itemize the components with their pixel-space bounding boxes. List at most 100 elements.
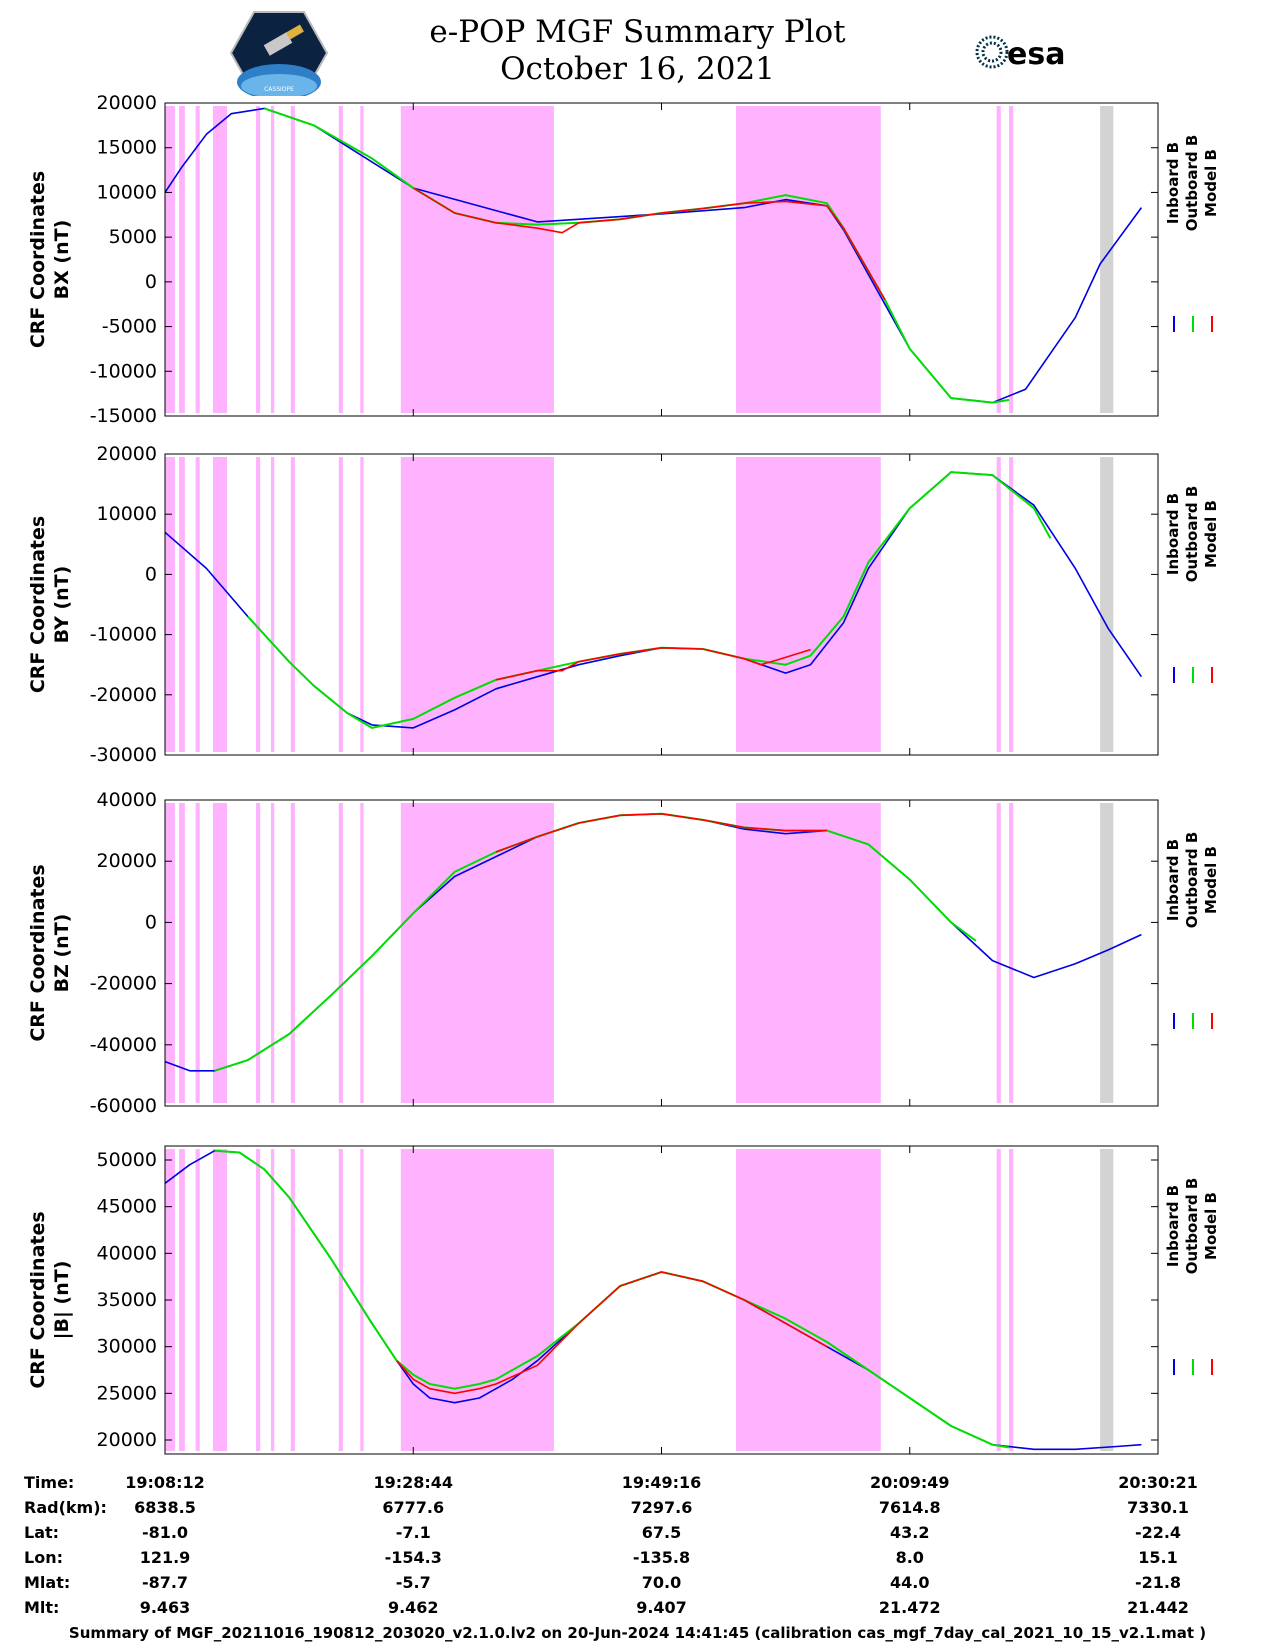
y-axis-label: BX (nT)	[51, 220, 73, 300]
shaded-interval	[735, 457, 881, 752]
shaded-interval	[996, 1149, 1001, 1451]
info-cell: 70.0	[642, 1573, 681, 1592]
cassiope-logo-text: CASSIOPE	[264, 86, 294, 93]
shaded-interval	[360, 106, 364, 413]
legend-label: Outboard B	[1183, 1178, 1201, 1275]
panel-1: 20000 15000 10000 5000 0 -5000 -10000 -15000 CRF…	[27, 92, 1220, 427]
shaded-interval	[212, 1149, 228, 1451]
shaded-interval	[195, 457, 200, 752]
info-row-label: Time:	[24, 1473, 74, 1492]
info-cell: 7330.1	[1127, 1498, 1189, 1517]
y-tick-label: -10000	[90, 360, 157, 382]
series-line-outboard	[247, 471, 1052, 729]
shaded-interval	[1009, 457, 1014, 752]
panel-4: 50000 45000 40000 35000 30000 25000 20000 CRF C…	[27, 1145, 1220, 1455]
shaded-interval	[165, 106, 175, 413]
shaded-interval	[165, 803, 175, 1103]
legend-label: Inboard B	[1164, 839, 1182, 921]
y-tick-label: -15000	[90, 405, 157, 427]
y-tick-label: 50000	[97, 1149, 157, 1171]
y-axis-label: CRF Coordinates	[27, 1211, 49, 1388]
shaded-interval	[270, 106, 275, 413]
info-cell: -5.7	[396, 1573, 431, 1592]
shaded-interval	[338, 1149, 343, 1451]
y-tick-label: 0	[145, 563, 157, 585]
series-line-outboard	[263, 107, 1010, 404]
panel-2: 20000 10000 0 -10000 -20000 -30000 CRF Coordin…	[27, 443, 1220, 766]
info-cell: -135.8	[633, 1548, 690, 1567]
shaded-interval	[290, 803, 295, 1103]
shaded-interval	[338, 106, 343, 413]
y-axis-label: CRF Coordinates	[27, 864, 49, 1041]
y-tick-label: 15000	[97, 137, 157, 159]
shaded-interval	[179, 457, 185, 752]
shaded-interval-gray	[1100, 803, 1114, 1103]
shaded-interval	[179, 803, 185, 1103]
info-row-label: Mlat:	[24, 1573, 70, 1592]
y-tick-label: -40000	[90, 1034, 157, 1056]
chart-title-line1: e-POP MGF Summary Plot	[429, 14, 846, 50]
shaded-interval-gray	[1100, 106, 1114, 413]
series-line-inboard	[164, 107, 1143, 404]
y-axis-label: CRF Coordinates	[27, 171, 49, 348]
info-cell: 44.0	[890, 1573, 929, 1592]
time-tick-label: 19:49:16	[622, 1473, 702, 1492]
info-row-label: Lon:	[24, 1548, 63, 1567]
info-cell: -22.4	[1135, 1523, 1181, 1542]
shaded-interval	[360, 803, 364, 1103]
info-cell: 67.5	[642, 1523, 681, 1542]
legend-label: Outboard B	[1183, 135, 1201, 232]
shaded-interval	[400, 106, 554, 413]
y-tick-label: 5000	[109, 226, 157, 248]
series-line-inboard	[164, 812, 1142, 1072]
legend-label: Model B	[1202, 1192, 1220, 1260]
y-axis-label: BZ (nT)	[51, 914, 73, 993]
shaded-interval	[996, 106, 1001, 413]
info-cell: 43.2	[890, 1523, 929, 1542]
info-cell: 7614.8	[879, 1498, 941, 1517]
shaded-interval	[256, 803, 261, 1103]
shaded-interval	[996, 457, 1001, 752]
shaded-interval	[256, 1149, 261, 1451]
y-tick-label: 20000	[97, 92, 157, 114]
shaded-interval	[1009, 803, 1014, 1103]
shaded-interval	[256, 457, 261, 752]
legend-label: Outboard B	[1183, 486, 1201, 583]
y-tick-label: 25000	[97, 1382, 157, 1404]
y-tick-label: -5000	[102, 316, 157, 338]
legend-label: Inboard B	[1164, 142, 1182, 224]
legend-label: Model B	[1202, 500, 1220, 568]
info-cell: -7.1	[396, 1523, 431, 1542]
shaded-interval	[400, 457, 554, 752]
y-tick-label: 20000	[97, 850, 157, 872]
info-row-label: Lat:	[24, 1523, 59, 1542]
legend-label: Outboard B	[1183, 832, 1201, 929]
shaded-interval-gray	[1100, 1149, 1114, 1451]
shaded-interval	[1009, 106, 1014, 413]
chart-title: e-POP MGF Summary Plot October 16, 2021	[0, 14, 1275, 88]
y-tick-label: 40000	[97, 789, 157, 811]
shaded-interval	[290, 1149, 295, 1451]
info-cell: 15.1	[1138, 1548, 1177, 1567]
shaded-interval	[270, 803, 275, 1103]
shaded-interval	[996, 803, 1001, 1103]
y-tick-label: -20000	[90, 973, 157, 995]
y-tick-label: 40000	[97, 1242, 157, 1264]
info-cell: 9.407	[636, 1598, 687, 1617]
shaded-interval	[270, 457, 275, 752]
time-tick-label: 19:08:12	[125, 1473, 205, 1492]
info-cell: -154.3	[385, 1548, 442, 1567]
series-line-model	[412, 187, 886, 301]
y-tick-label: 35000	[97, 1289, 157, 1311]
info-cell: 21.442	[1127, 1598, 1189, 1617]
series-line-inboard	[164, 471, 1143, 729]
legend-label: Model B	[1202, 149, 1220, 217]
time-tick-label: 20:30:21	[1118, 1473, 1198, 1492]
chart-title-line2: October 16, 2021	[500, 51, 775, 87]
shaded-interval	[400, 803, 554, 1103]
shaded-interval	[212, 457, 228, 752]
legend-label: Inboard B	[1164, 1185, 1182, 1267]
time-tick-label: 19:28:44	[373, 1473, 453, 1492]
shaded-interval	[212, 106, 228, 413]
y-tick-label: 45000	[97, 1196, 157, 1218]
